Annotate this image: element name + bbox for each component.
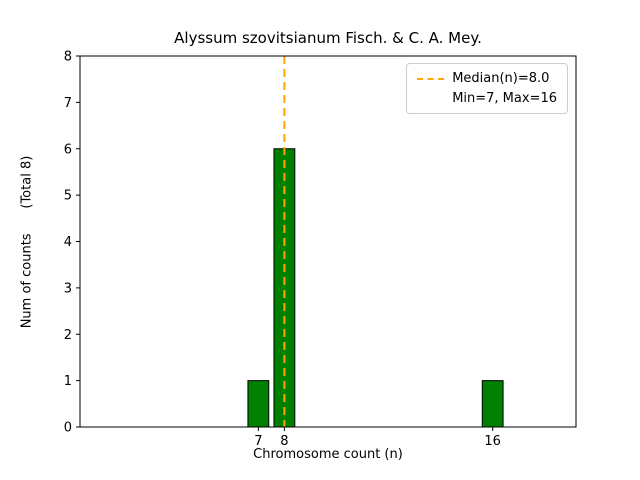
median-dashed-line-icon (417, 77, 445, 80)
chart-title: Alyssum szovitsianum Fisch. & C. A. Mey. (174, 29, 482, 47)
x-tick-label: 8 (280, 434, 288, 449)
bar (247, 380, 270, 428)
legend-entry-minmax: Min=7, Max=16 (417, 91, 557, 106)
y-tick-label: 5 (64, 189, 72, 204)
y-tick-label: 4 (64, 235, 72, 250)
legend-entry-median: Median(n)=8.0 (417, 71, 557, 86)
y-tick-label: 0 (64, 421, 72, 436)
y-tick-label: 1 (64, 374, 72, 389)
y-tick-label: 3 (64, 281, 72, 296)
x-tick-label: 7 (254, 434, 262, 449)
y-tick-label: 7 (64, 96, 72, 111)
legend-label-median: Median(n)=8.0 (452, 71, 550, 86)
y-tick-label: 6 (64, 142, 72, 157)
x-axis-label: Chromosome count (n) (253, 447, 403, 462)
legend-label-minmax: Min=7, Max=16 (452, 91, 557, 106)
legend: Median(n)=8.0 Min=7, Max=16 (406, 63, 568, 114)
y-axis-label: Num of counts (Total 8) (19, 155, 35, 329)
x-tick-label: 16 (484, 434, 501, 449)
bar (481, 380, 504, 428)
y-tick-label: 8 (64, 50, 72, 65)
y-tick-label: 2 (64, 328, 72, 343)
